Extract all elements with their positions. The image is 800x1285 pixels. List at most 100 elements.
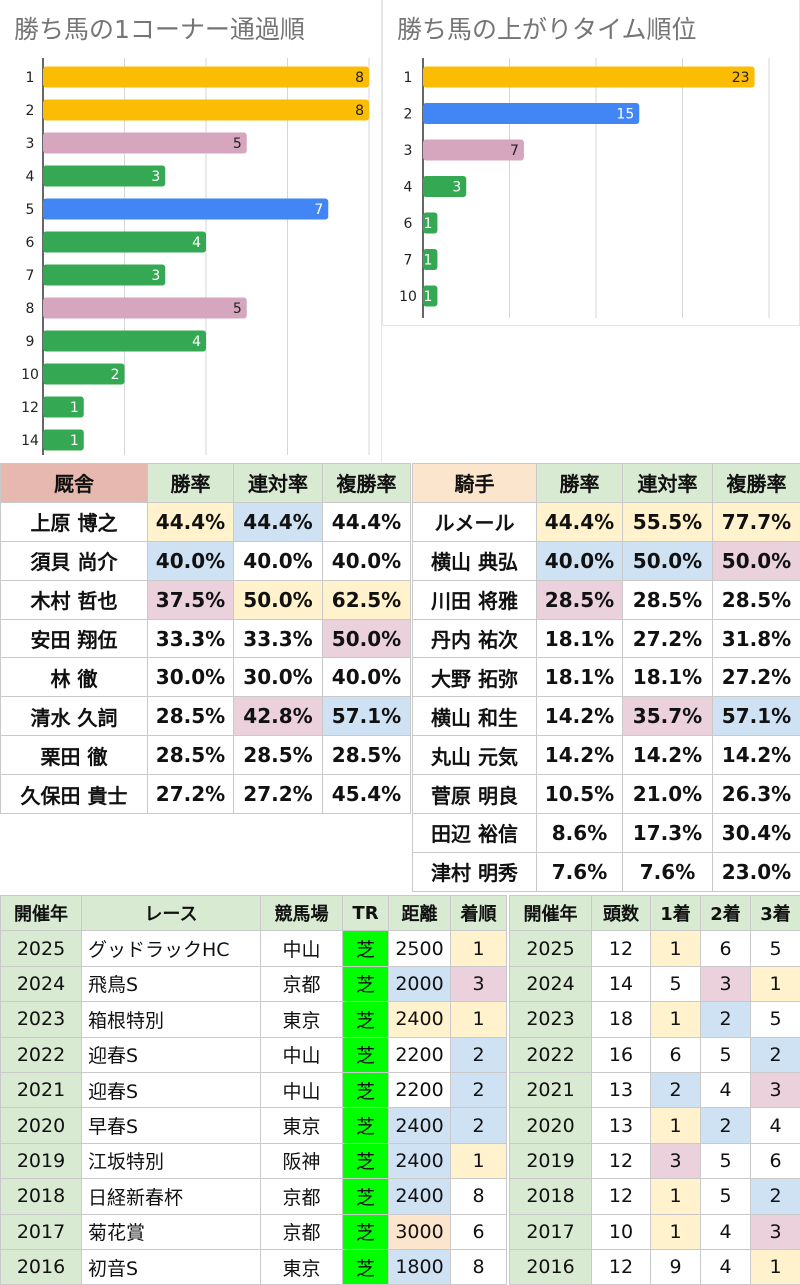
past-races-table: 開催年 レース 競馬場 TR 距離 着順 2025 グッドラックHC 中山芝 2500… bbox=[0, 894, 507, 1285]
rate-cell: 33.3% bbox=[147, 618, 234, 659]
rate-cell: 23.0% bbox=[712, 851, 800, 892]
rate-cell: 17.3% bbox=[622, 813, 713, 853]
race-finish: 2 bbox=[450, 1107, 507, 1144]
race-name: 初音S bbox=[81, 1248, 261, 1285]
rate-cell: 40.0% bbox=[536, 540, 623, 581]
second-place-popularity: 2 bbox=[700, 1107, 751, 1144]
third-place-popularity: 2 bbox=[750, 1036, 800, 1073]
field-size: 12 bbox=[591, 1142, 651, 1180]
bar bbox=[43, 297, 247, 319]
table-row: 2017 菊花賞 京都芝 3000 6 bbox=[0, 1213, 507, 1250]
rate-cell: 44.4% bbox=[233, 501, 323, 542]
table-row: 丸山 元気 14.2% 14.2% 14.2% bbox=[412, 735, 800, 776]
data-label: 2 bbox=[111, 367, 120, 383]
table-row: 栗田 徹 28.5% 28.5% 28.5% bbox=[0, 735, 411, 776]
data-label: 1 bbox=[70, 433, 79, 449]
rate-cell: 8.6% bbox=[536, 813, 623, 853]
rate-cell: 7.6% bbox=[536, 851, 623, 892]
data-label: 3 bbox=[452, 180, 461, 196]
header-win-rate: 勝率 bbox=[147, 463, 234, 503]
first-place-popularity: 1 bbox=[650, 1178, 701, 1215]
second-place-popularity: 4 bbox=[700, 1213, 751, 1250]
race-venue: 中山 bbox=[260, 930, 343, 967]
table-row: 川田 将雅 28.5% 28.5% 28.5% bbox=[412, 579, 800, 620]
bar bbox=[43, 198, 329, 220]
rate-cell: 30.0% bbox=[233, 657, 323, 698]
rate-cell: 40.0% bbox=[147, 540, 234, 581]
header-field-size: 頭数 bbox=[591, 894, 651, 932]
table-row: 上原 博之 44.4% 44.4% 44.4% bbox=[0, 501, 411, 542]
first-place-popularity: 6 bbox=[650, 1036, 701, 1073]
third-place-popularity: 2 bbox=[750, 1178, 800, 1215]
race-track: 芝 bbox=[342, 1248, 389, 1285]
table-row: 2018 12 1 5 2 bbox=[509, 1178, 800, 1215]
table-row: 安田 翔伍 33.3% 33.3% 50.0% bbox=[0, 618, 411, 659]
race-venue: 東京 bbox=[260, 1248, 343, 1285]
field-size: 12 bbox=[591, 1178, 651, 1215]
rate-cell: 50.0% bbox=[322, 618, 411, 659]
rate-cell: 30.0% bbox=[147, 657, 234, 698]
header-venue: 競馬場 bbox=[260, 894, 343, 932]
header-trainer: 厩舎 bbox=[0, 463, 148, 503]
tick-label: 12 bbox=[21, 400, 39, 416]
rate-cell: 28.5% bbox=[147, 735, 234, 776]
tick-label: 10 bbox=[399, 289, 417, 305]
table-row: 2023 18 1 2 5 bbox=[509, 1001, 800, 1038]
tick-label: 6 bbox=[26, 235, 35, 251]
race-finish: 1 bbox=[450, 930, 507, 967]
race-distance: 2400 bbox=[388, 1001, 451, 1038]
third-place-popularity: 5 bbox=[750, 1001, 800, 1038]
jockey-name: 田辺 裕信 bbox=[412, 813, 537, 853]
rate-cell: 10.5% bbox=[536, 774, 623, 815]
tick-label: 10 bbox=[21, 367, 39, 383]
tick-label: 4 bbox=[404, 180, 413, 196]
data-label: 1 bbox=[423, 216, 432, 232]
header-place-rate: 複勝率 bbox=[322, 463, 411, 503]
race-finish: 1 bbox=[450, 1001, 507, 1038]
header-track: TR bbox=[342, 894, 389, 932]
bar bbox=[43, 132, 247, 154]
field-size: 12 bbox=[591, 930, 651, 967]
race-distance: 2400 bbox=[388, 1107, 451, 1144]
race-year: 2018 bbox=[0, 1178, 82, 1215]
table-row: 久保田 貴士 27.2% 27.2% 45.4% bbox=[0, 774, 411, 815]
race-finish: 3 bbox=[450, 965, 507, 1003]
header-quinella-rate: 連対率 bbox=[622, 463, 713, 503]
trainer-name: 林 徹 bbox=[0, 657, 148, 698]
rate-cell: 14.2% bbox=[536, 696, 623, 737]
bar bbox=[423, 139, 524, 161]
third-place-popularity: 5 bbox=[750, 930, 800, 967]
race-year: 2024 bbox=[0, 965, 82, 1003]
rate-cell: 77.7% bbox=[712, 501, 800, 542]
data-label: 1 bbox=[423, 253, 432, 269]
rate-cell: 27.2% bbox=[147, 774, 234, 815]
second-place-popularity: 3 bbox=[700, 965, 751, 1003]
race-distance: 2500 bbox=[388, 930, 451, 967]
table-row: 横山 和生 14.2% 35.7% 57.1% bbox=[412, 696, 800, 737]
race-distance: 2400 bbox=[388, 1178, 451, 1215]
race-venue: 京都 bbox=[260, 1213, 343, 1250]
trainer-name: 安田 翔伍 bbox=[0, 618, 148, 659]
rate-cell: 28.5% bbox=[712, 579, 800, 620]
header-quinella-rate: 連対率 bbox=[233, 463, 323, 503]
header-race: レース bbox=[81, 894, 261, 932]
race-distance: 3000 bbox=[388, 1213, 451, 1250]
field-year: 2019 bbox=[509, 1142, 592, 1180]
header-year: 開催年 bbox=[0, 894, 82, 932]
table-row: 2019 12 3 5 6 bbox=[509, 1142, 800, 1180]
rate-cell: 57.1% bbox=[322, 696, 411, 737]
rate-cell: 14.2% bbox=[712, 735, 800, 776]
tick-label: 1 bbox=[404, 70, 413, 86]
race-distance: 2200 bbox=[388, 1071, 451, 1109]
tick-label: 3 bbox=[26, 136, 35, 152]
jockey-name: 丹内 祐次 bbox=[412, 618, 537, 659]
race-venue: 京都 bbox=[260, 965, 343, 1003]
rate-cell: 44.4% bbox=[322, 501, 411, 542]
third-place-popularity: 3 bbox=[750, 1213, 800, 1250]
race-name: 早春S bbox=[81, 1107, 261, 1144]
data-label: 15 bbox=[616, 107, 634, 123]
table-header-row: 厩舎 勝率 連対率 複勝率 bbox=[0, 463, 411, 503]
rate-cell: 44.4% bbox=[147, 501, 234, 542]
race-year: 2022 bbox=[0, 1036, 82, 1073]
data-label: 8 bbox=[355, 70, 364, 86]
